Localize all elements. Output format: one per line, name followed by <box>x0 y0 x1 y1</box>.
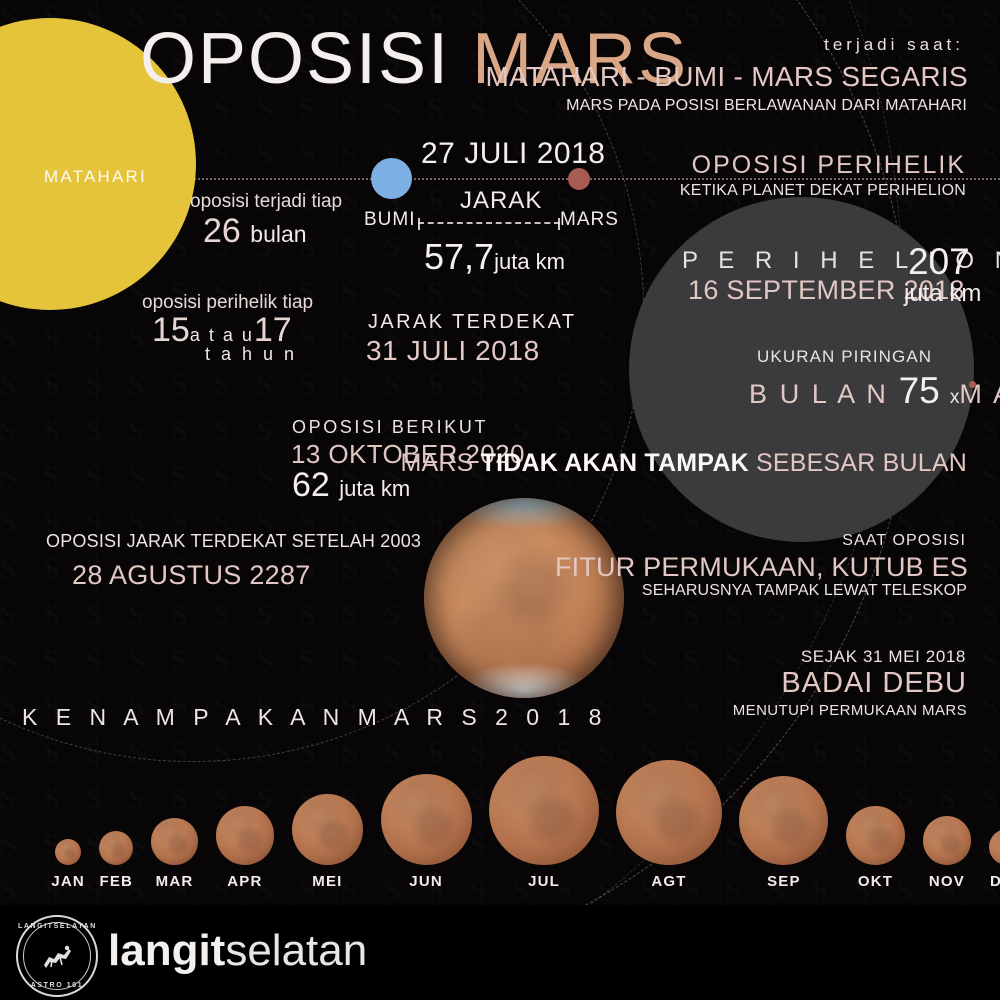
perihelion-word: P E R I H E L I O N <box>682 247 1000 274</box>
myth-statement: MARS TIDAK AKAN TAMPAK SEBESAR BULAN <box>400 450 967 476</box>
month-label-9: OKT <box>857 873 894 890</box>
moon-disk-comparison-circle <box>629 197 974 542</box>
next-distance-number: 62 <box>292 466 330 504</box>
closest-date: 31 JULI 2018 <box>366 335 540 366</box>
perihelion-date: 16 SEPTEMBER 2018 <box>688 275 965 305</box>
series-title: K E N A M P A K A N M A R S 2 0 1 8 <box>22 704 608 730</box>
opposition-interval-unit: bulan <box>250 221 307 247</box>
closest-label: JARAK TERDEKAT <box>368 311 577 333</box>
perihelic-sub: KETIKA PLANET DEKAT PERIHELION <box>679 182 966 199</box>
logo-bottom-text: ASTRO 101 <box>30 982 84 989</box>
mars-disk-feb-1 <box>99 830 134 865</box>
mars-label: MARS <box>560 209 619 230</box>
next-opposition-date: 13 OKTOBER 2020 <box>291 439 525 469</box>
myth-bold: TIDAK AKAN TAMPAK <box>480 449 749 477</box>
mars-disk-mei-4 <box>292 794 363 865</box>
month-label-8: SEP <box>767 873 801 890</box>
month-label-2: MAR <box>155 873 194 890</box>
mars-size-series: JANFEBMARAPRMEIJUNJULAGTSEPOKTNOVDESJAN <box>0 755 1000 905</box>
distance-word: JARAK <box>460 187 543 214</box>
surface-kicker: SAAT OPOSISI <box>842 532 966 549</box>
disk-size-comparison: B U L A N 75 xM A R S <box>749 370 1000 411</box>
earth-label: BUMI <box>364 209 416 230</box>
month-label-3: APR <box>227 873 263 890</box>
earth-dot <box>371 158 412 199</box>
mars-disk-sep-8 <box>739 776 829 865</box>
disk-times-symbol: x <box>949 387 960 408</box>
logo-ring <box>23 922 91 990</box>
opposition-interval-value: 26 bulan <box>203 212 307 250</box>
month-label-11: DES <box>989 873 1000 890</box>
perihelic-interval-unit: t a h u n <box>205 344 298 364</box>
disk-mars-word: M A R S <box>959 379 1000 409</box>
logo-top-text: LANGITSELATAN <box>18 923 97 930</box>
mars-disk-jun-5 <box>380 774 472 865</box>
month-label-4: MEI <box>312 873 343 890</box>
page-title-part2: MARS <box>472 19 689 99</box>
mars-disk-agt-7 <box>616 759 722 865</box>
mars-disk-nov-10 <box>922 816 972 865</box>
perihelion-unit: juta km <box>904 280 982 307</box>
dust-sub: MENUTUPI PERMUKAAN MARS <box>732 702 967 719</box>
mars-disk-apr-3 <box>215 806 275 865</box>
centaur-icon <box>44 945 71 968</box>
perihelic-interval-label: oposisi perihelik tiap <box>142 292 314 313</box>
mars-disk-jan-0 <box>55 838 82 865</box>
brand-bold: langit <box>108 926 226 975</box>
distance-value: 57,7juta km <box>424 238 565 276</box>
page-title: OPOSISI MARS <box>140 19 689 99</box>
surface-headline: FITUR PERMUKAAN, KUTUB ES <box>554 552 968 582</box>
header-sub: MARS PADA POSISI BERLAWANAN DARI MATAHAR… <box>566 97 967 114</box>
perihelic-interval-b: 17 <box>253 311 292 349</box>
distance-number: 57,7 <box>424 236 495 277</box>
brand-light: selatan <box>225 926 368 975</box>
perihelic-interval-a: 15 <box>152 311 190 349</box>
brand-wordmark: langitselatan <box>108 929 367 973</box>
disk-moon-word: B U L A N <box>749 379 889 409</box>
opposition-interval-label: oposisi terjadi tiap <box>190 191 343 212</box>
distance-unit: juta km <box>494 249 565 274</box>
month-label-10: NOV <box>928 873 965 890</box>
myth-pre: MARS <box>400 449 481 477</box>
dust-headline: BADAI DEBU <box>781 667 967 699</box>
mars-photo <box>424 498 624 698</box>
month-label-1: FEB <box>99 873 134 890</box>
next-opposition-label: OPOSISI BERIKUT <box>292 417 489 437</box>
month-label-0: JAN <box>51 873 85 890</box>
perihelic-interval-value: 15a t a u17 <box>152 311 292 349</box>
header-kicker: terjadi saat: <box>824 35 964 54</box>
opposition-interval-number: 26 <box>203 212 241 250</box>
next-distance-unit: juta km <box>339 476 411 501</box>
sun-label: MATAHARI <box>44 167 147 186</box>
langitselatan-logo: LANGITSELATAN ASTRO 101 <box>16 915 98 997</box>
header-headline: MATAHARI - BUMI - MARS SEGARIS <box>485 61 968 92</box>
perihelic-interval-or: a t a u <box>189 325 254 345</box>
surface-sub: SEHARUSNYA TAMPAK LEWAT TELESKOP <box>641 582 967 599</box>
mars-scale-dot <box>969 381 976 388</box>
opposition-date: 27 JULI 2018 <box>421 137 606 170</box>
month-label-7: AGT <box>651 873 687 890</box>
mars-disk-okt-9 <box>846 806 905 865</box>
footer: LANGITSELATAN ASTRO 101 langitselatan KO… <box>0 905 1000 1000</box>
mars-disk-des-11 <box>988 828 1000 865</box>
myth-post: SEBESAR BULAN <box>748 449 967 477</box>
month-label-5: JUN <box>409 873 443 890</box>
next-opposition-distance: 62 juta km <box>292 466 411 504</box>
perihelic-title: OPOSISI PERIHELIK <box>691 151 966 179</box>
page-title-part1: OPOSISI <box>140 19 451 99</box>
record-date: 28 AGUSTUS 2287 <box>72 560 311 590</box>
disk-factor: 75 <box>898 370 940 411</box>
mars-disk-mar-2 <box>151 818 198 865</box>
disk-size-label: UKURAN PIRINGAN <box>757 347 933 366</box>
mars-disk-jul-6 <box>489 755 599 865</box>
perihelion-value: 207 <box>908 241 970 282</box>
distance-bar <box>418 218 560 230</box>
dust-kicker: SEJAK 31 MEI 2018 <box>800 647 966 666</box>
record-label: OPOSISI JARAK TERDEKAT SETELAH 2003 <box>46 531 422 551</box>
month-label-6: JUL <box>528 873 560 890</box>
mars-dot <box>568 168 590 190</box>
